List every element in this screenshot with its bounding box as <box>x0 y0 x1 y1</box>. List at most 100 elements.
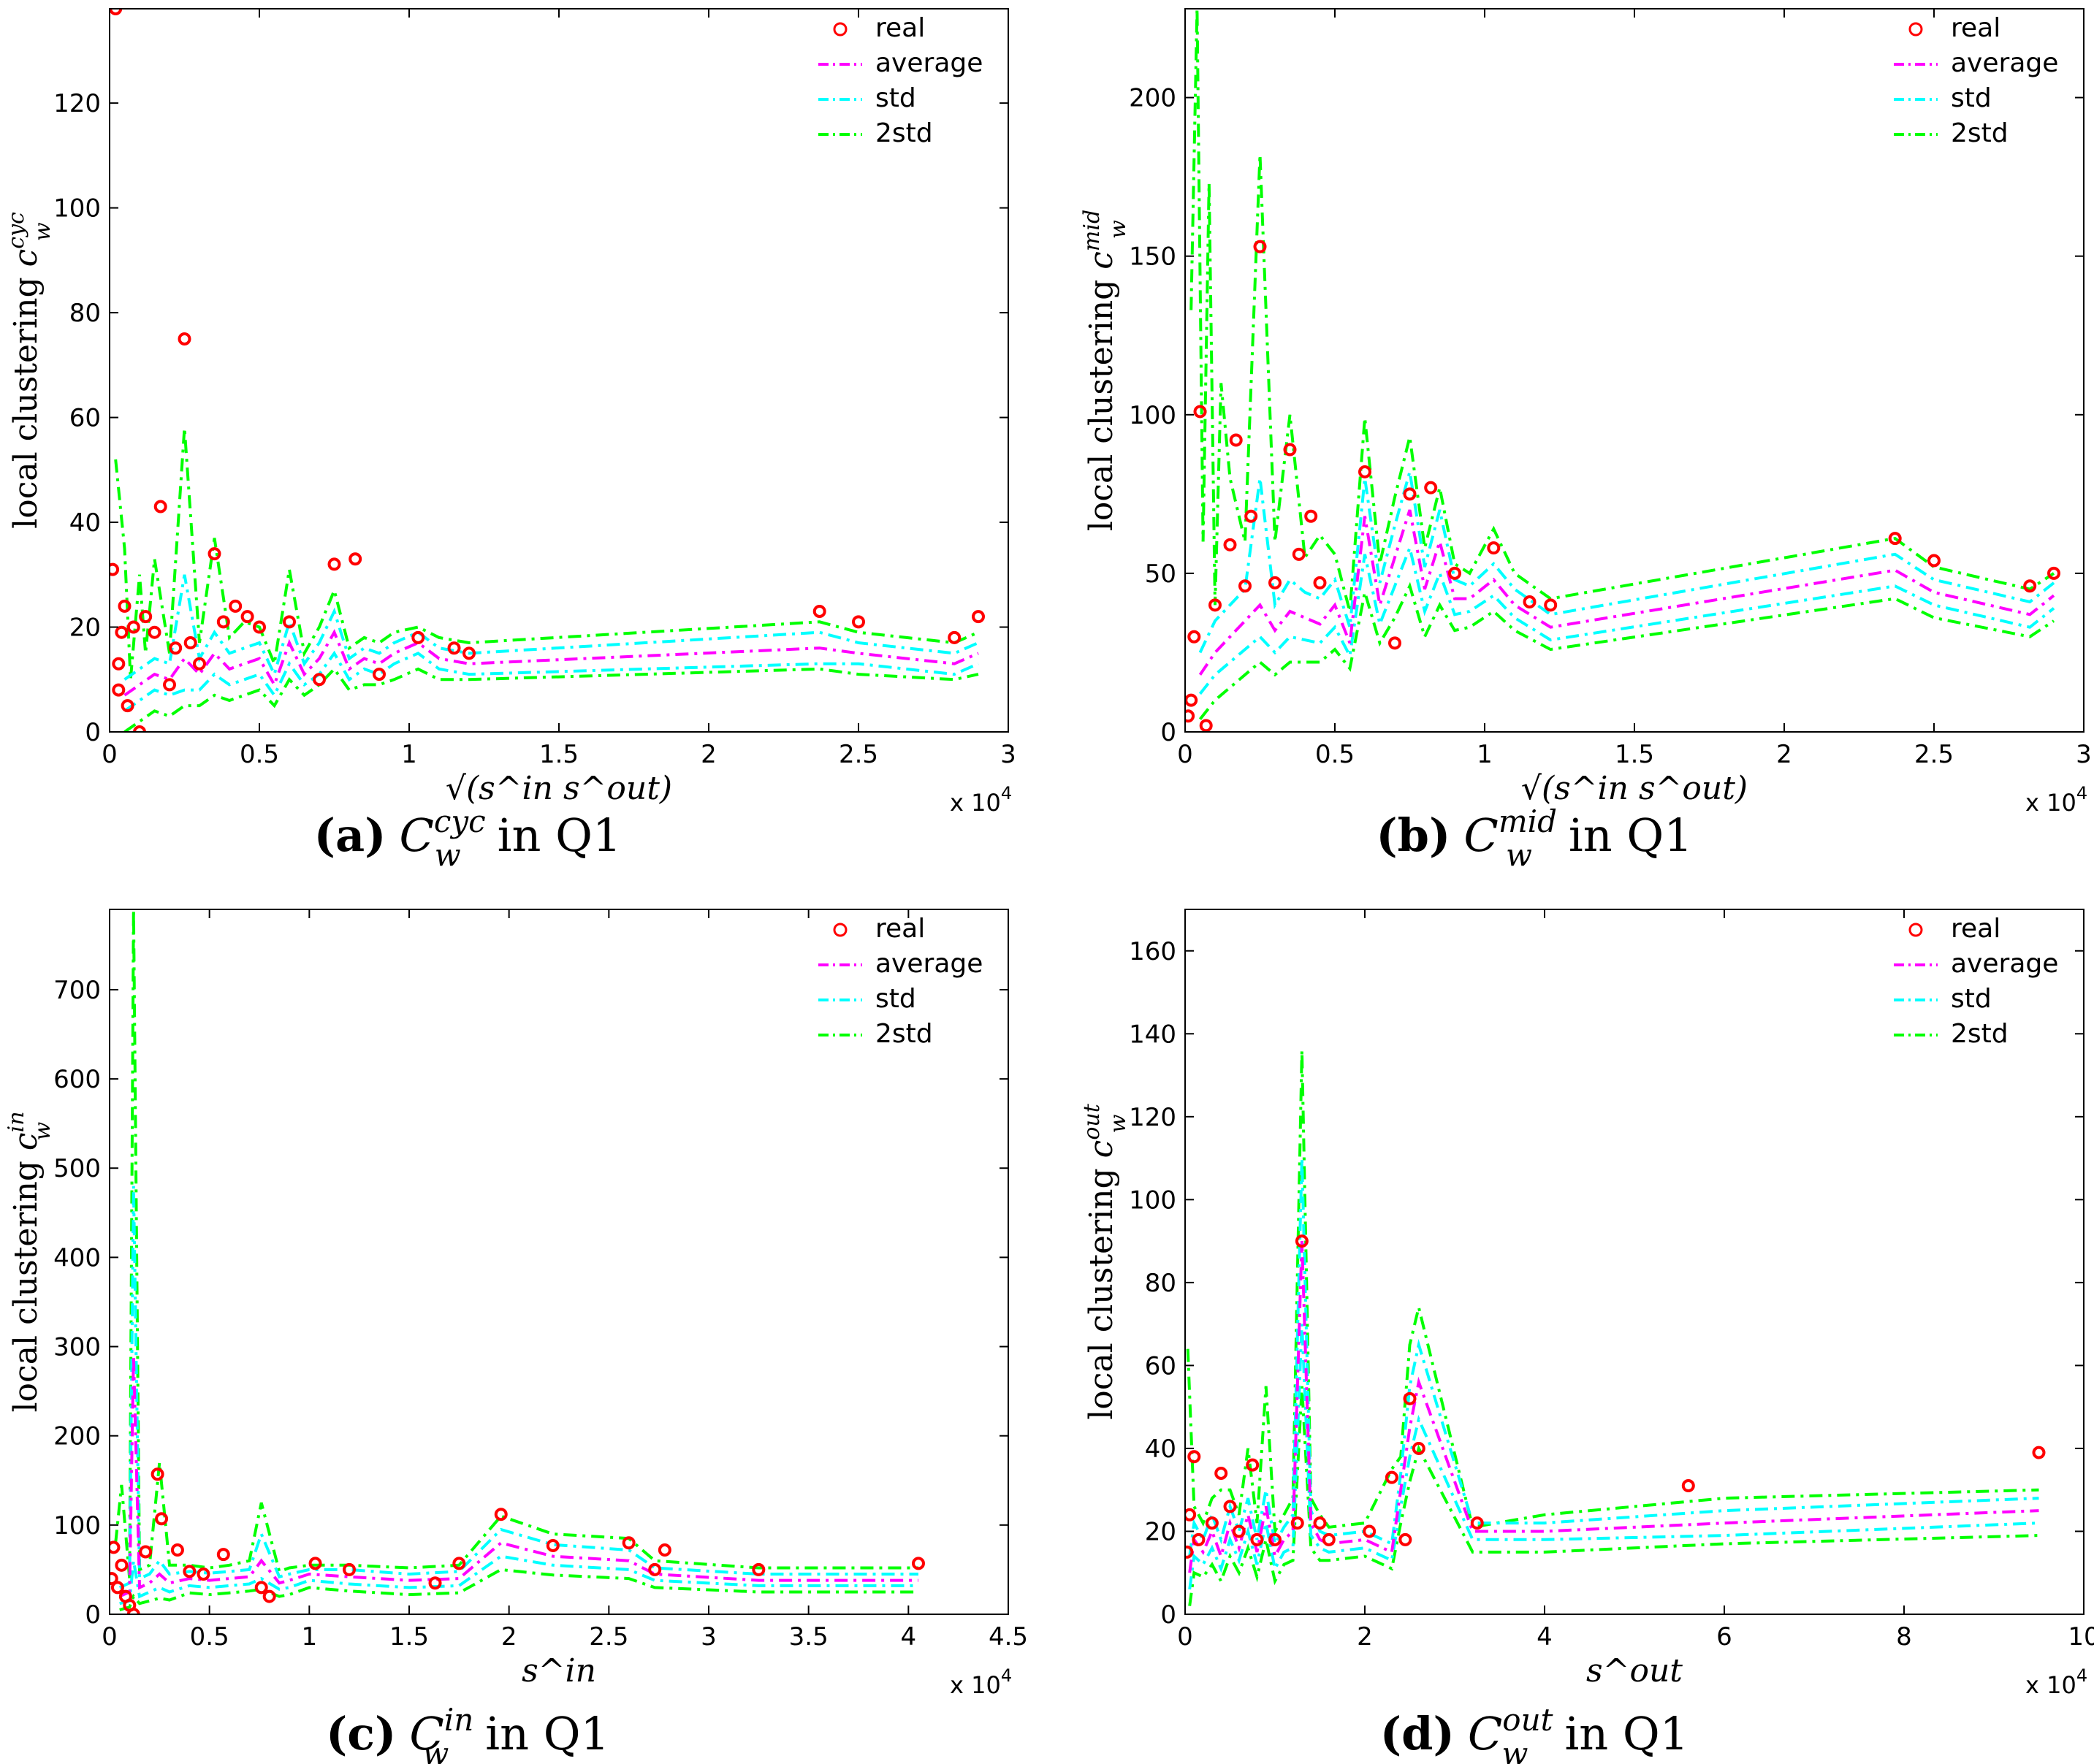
std-lower-line <box>1198 543 2055 695</box>
x-tick-label: 2.5 <box>1914 740 1954 769</box>
x-multiplier-base: x 10 <box>2025 1671 2076 1699</box>
real-point <box>1205 1516 1219 1530</box>
legend-marker-real <box>833 22 848 37</box>
real-point <box>216 615 230 629</box>
real-point <box>1292 547 1306 561</box>
real-point <box>110 9 123 15</box>
real-point <box>1253 240 1267 253</box>
y-axis-label-sub: w <box>1105 220 1131 239</box>
real-point <box>1250 1532 1264 1546</box>
x-tick-label: 1 <box>302 1622 318 1652</box>
real-point <box>1187 1450 1201 1464</box>
caption-symbol: C <box>1468 1707 1502 1760</box>
real-point <box>2032 1446 2046 1459</box>
legend: real average std 2std <box>818 914 983 1049</box>
real-point <box>462 646 476 660</box>
chart-panel-a: 0 0.5 1 1.5 2 2.5 3 0 20 40 60 80 100 120 x 104 √(s^in … <box>4 8 1016 873</box>
y-tick-label: 120 <box>1129 1103 1176 1132</box>
real-point <box>972 610 985 624</box>
caption-sup: in <box>444 1702 473 1738</box>
legend-label: average <box>875 949 983 979</box>
real-point <box>373 668 386 681</box>
real-point <box>1313 1516 1327 1530</box>
caption-bold: (c) <box>326 1707 396 1760</box>
real-point <box>1192 1532 1206 1546</box>
legend-label: std <box>875 83 916 113</box>
real-point <box>1363 1524 1377 1538</box>
real-point <box>153 500 167 513</box>
x-tick-label: 3.5 <box>789 1622 829 1652</box>
real-point <box>170 1543 184 1557</box>
twostd-upper-line <box>1189 9 2055 612</box>
real-point <box>253 620 266 634</box>
real-point <box>112 683 126 697</box>
real-point <box>112 657 126 671</box>
legend-label: real <box>1951 13 2000 43</box>
real-point <box>1185 1545 1194 1559</box>
y-tick-label: 150 <box>1129 243 1176 272</box>
y-tick-label: 100 <box>53 1511 101 1540</box>
y-axis-label-sup: cyc <box>4 212 29 249</box>
real-point <box>1424 481 1438 495</box>
real-point <box>1295 1234 1309 1248</box>
real-point <box>1283 443 1297 457</box>
y-tick-label: 160 <box>1129 937 1176 966</box>
real-point <box>852 615 865 629</box>
real-point <box>197 1568 210 1581</box>
real-point <box>1385 1470 1398 1484</box>
axes-frame <box>1184 909 2085 1615</box>
caption-suffix: in Q1 <box>1564 1707 1688 1760</box>
real-point <box>1244 509 1258 523</box>
twostd-lower-line <box>123 666 979 732</box>
x-tick-label: 1.5 <box>389 1622 429 1652</box>
twostd-lower-line <box>1198 581 2055 720</box>
x-multiplier-exp: 4 <box>2076 783 2087 803</box>
real-point <box>912 1557 925 1570</box>
real-point <box>155 1512 169 1526</box>
y-axis-label-symbol: c <box>7 1132 45 1150</box>
real-point <box>1304 509 1318 523</box>
x-tick-label: 0 <box>102 740 118 769</box>
y-tick-label: 700 <box>53 976 101 1005</box>
y-tick-label: 120 <box>53 89 101 118</box>
real-point <box>151 1467 164 1481</box>
real-point <box>308 1557 322 1570</box>
average-line <box>1198 509 2055 676</box>
real-point <box>1290 1516 1304 1530</box>
real-point <box>169 641 183 655</box>
x-tick-label: 0 <box>1177 740 1193 769</box>
chart-panel-b: 0 0.5 1 1.5 2 2.5 3 0 50 100 150 200 x 104 √(s^in s^o… <box>1079 8 2092 873</box>
panel-caption: (a) Ccyc w in Q1 <box>314 803 622 873</box>
caption-bold: (a) <box>314 809 387 862</box>
x-axis-label: s^in <box>522 1652 596 1689</box>
real-point <box>2047 566 2060 580</box>
y-axis-label-text: local clustering <box>1083 1168 1120 1419</box>
plot-area <box>1185 9 2060 732</box>
legend-label: std <box>1951 984 1992 1014</box>
y-axis-label-sub: w <box>30 1121 56 1140</box>
x-tick-label: 2 <box>1357 1622 1373 1652</box>
legend-marker-real <box>833 923 848 937</box>
chart-panel-c: 0 0.5 1 1.5 2 2.5 3 3.5 4 4.5 0 100 200 300 400 500 600 7… <box>4 909 1028 1764</box>
caption-bold: (d) <box>1380 1707 1455 1760</box>
y-axis-label-symbol: c <box>1083 251 1120 270</box>
legend-label: real <box>875 13 925 43</box>
real-point <box>208 547 221 561</box>
real-point <box>283 615 296 629</box>
x-tick-label: 1 <box>401 740 417 769</box>
real-point <box>139 1545 153 1559</box>
x-tick-label: 1.5 <box>1615 740 1654 769</box>
x-tick-label: 6 <box>1716 1622 1732 1652</box>
real-point <box>1487 541 1501 555</box>
y-tick-label: 80 <box>69 299 101 328</box>
real-point <box>115 625 129 639</box>
std-lower-line <box>119 1554 918 1605</box>
plot-area <box>110 909 925 1614</box>
x-tick-label: 2 <box>701 740 717 769</box>
y-axis-label: local clustering ccycw <box>4 212 56 529</box>
x-multiplier: x 104 <box>2025 1665 2087 1699</box>
real-point <box>622 1536 636 1550</box>
real-point <box>1544 598 1558 612</box>
real-point <box>1223 538 1237 551</box>
x-tick-label: 0 <box>1177 1622 1193 1652</box>
